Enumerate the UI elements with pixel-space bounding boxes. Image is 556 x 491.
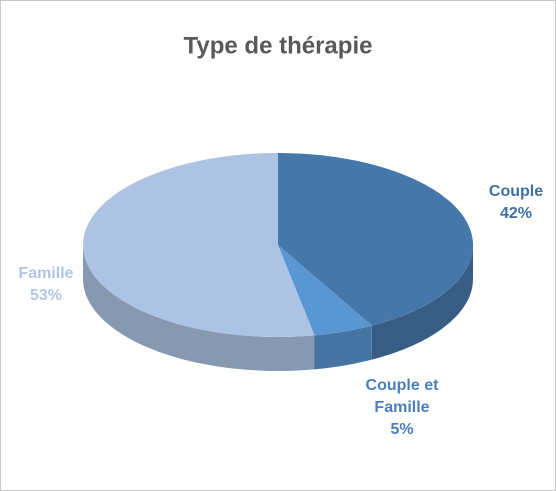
- value-label: 42%: [499, 205, 533, 222]
- pie-slice-side: [314, 325, 372, 370]
- value-label: 5%: [390, 421, 414, 438]
- data-label: Couple 42%: [471, 181, 556, 225]
- value-label: 53%: [29, 287, 63, 304]
- pie-slice: [278, 245, 372, 336]
- pie-slice: [83, 153, 315, 337]
- category-label: Couple et Famille: [365, 377, 439, 416]
- data-label: Couple et Famille 5%: [363, 375, 441, 441]
- data-label: Famille 53%: [1, 263, 91, 307]
- category-label: Couple: [488, 183, 544, 200]
- pie-slice-side: [83, 245, 315, 371]
- pie-slice-side: [371, 245, 473, 360]
- chart-title: Type de thérapie: [184, 32, 373, 59]
- pie-slice: [278, 153, 473, 326]
- category-label: Famille: [18, 265, 74, 282]
